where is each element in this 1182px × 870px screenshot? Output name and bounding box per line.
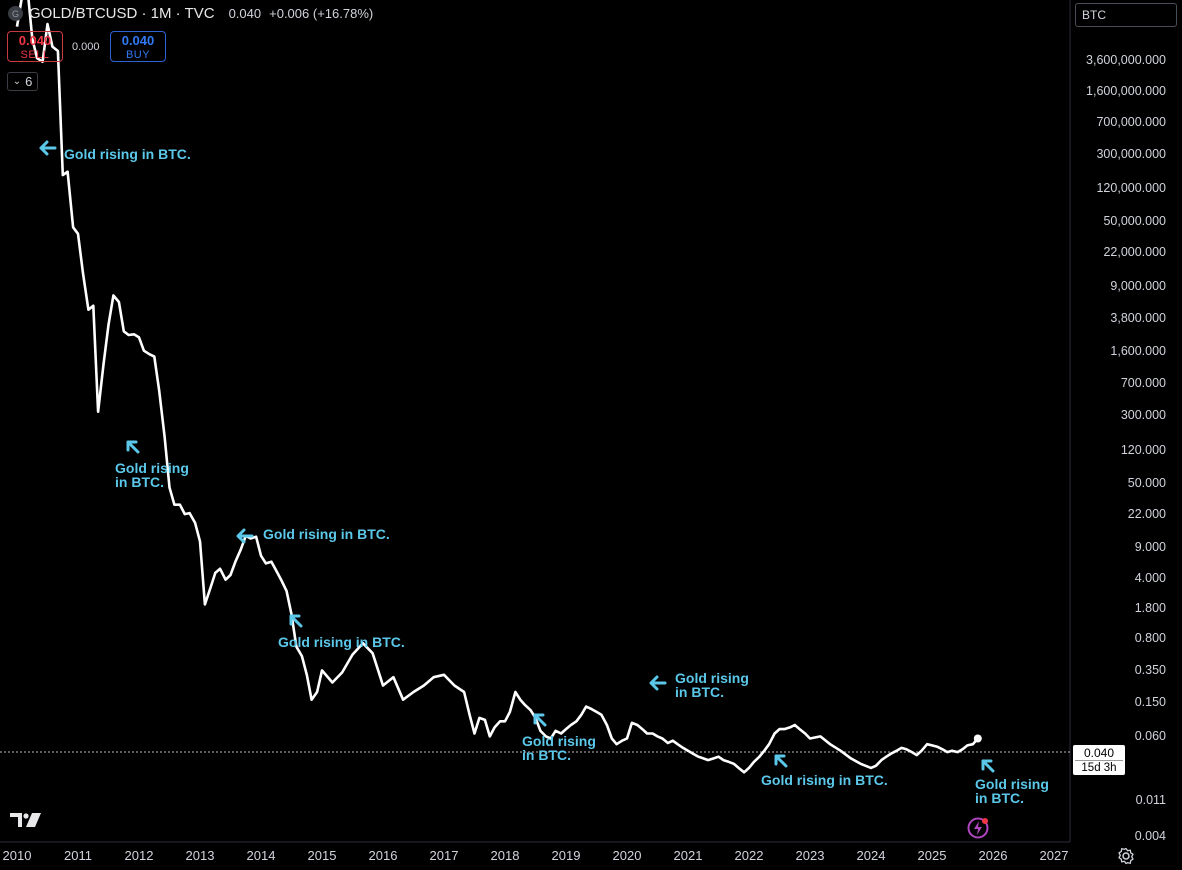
lightning-icon[interactable] — [966, 816, 990, 840]
annotation-line: in BTC. — [115, 474, 164, 490]
price-axis-label: 1,600,000.000 — [1086, 84, 1166, 98]
indicators-collapse-button[interactable]: ⌄ 6 — [7, 72, 38, 91]
time-axis-label: 2026 — [978, 848, 1008, 863]
price-change: +0.006 (+16.78%) — [269, 6, 374, 21]
buy-label: BUY — [125, 49, 151, 61]
annotation-line: Gold rising — [975, 776, 1049, 792]
last-value: 0.040 — [228, 6, 262, 21]
settings-gear-icon[interactable] — [1117, 847, 1135, 865]
last-price-value: 0.040 — [1083, 746, 1115, 760]
price-axis-label: 300,000.000 — [1096, 147, 1166, 161]
bar-countdown: 15d 3h — [1075, 760, 1123, 775]
symbol-title[interactable]: GOLD/BTCUSD · 1M · TVC — [29, 5, 215, 22]
indicator-count: 6 — [25, 74, 33, 89]
time-axis-label: 2014 — [246, 848, 276, 863]
time-axis-label: 2023 — [795, 848, 825, 863]
price-axis-label: 0.350 — [1134, 663, 1166, 677]
spread-value: 0.000 — [72, 41, 100, 53]
price-axis-label: 1.800 — [1134, 601, 1166, 615]
annotation-text: Gold rising in BTC. — [115, 461, 189, 489]
time-axis-label: 2022 — [734, 848, 764, 863]
time-axis-label: 2016 — [368, 848, 398, 863]
price-axis-label: 9,000.000 — [1110, 279, 1166, 293]
sell-button[interactable]: 0.040 SELL — [7, 31, 63, 62]
buy-button[interactable]: 0.040 BUY — [110, 31, 166, 62]
time-axis-label: 2027 — [1039, 848, 1069, 863]
annotation-arrow-icon — [39, 140, 57, 156]
price-axis-label: 0.004 — [1134, 829, 1166, 843]
time-axis-label: 2021 — [673, 848, 703, 863]
time-axis-label: 2018 — [490, 848, 520, 863]
annotation-text: Gold rising in BTC. — [675, 671, 749, 699]
price-axis-label: 700,000.000 — [1096, 115, 1166, 129]
buy-price: 0.040 — [121, 33, 155, 48]
symbol-logo-icon: G — [8, 6, 23, 21]
sell-label: SELL — [20, 49, 50, 61]
price-axis-label: 9.000 — [1134, 540, 1166, 554]
time-axis-label: 2020 — [612, 848, 642, 863]
time-axis-label: 2012 — [124, 848, 154, 863]
time-axis-label: 2010 — [2, 848, 32, 863]
price-axis-label: 0.060 — [1134, 729, 1166, 743]
price-axis-label: 120,000.000 — [1096, 181, 1166, 195]
price-axis-label: 1,600.000 — [1110, 344, 1166, 358]
price-axis-label: 22,000.000 — [1103, 245, 1166, 259]
last-point-marker — [973, 734, 982, 743]
chevron-down-icon: ⌄ — [12, 76, 22, 87]
price-axis-search-input[interactable] — [1075, 3, 1177, 27]
time-axis-label: 2013 — [185, 848, 215, 863]
annotation-arrow-icon — [533, 713, 547, 727]
annotation-text: Gold rising in BTC. — [761, 772, 888, 788]
annotation-line: in BTC. — [522, 747, 571, 763]
time-axis-label: 2024 — [856, 848, 886, 863]
price-axis-label: 0.011 — [1135, 793, 1166, 807]
annotation-arrow-icon — [649, 675, 667, 691]
price-axis-label: 50,000.000 — [1103, 214, 1166, 228]
price-axis-label: 300.000 — [1120, 408, 1166, 422]
price-axis-label: 50.000 — [1127, 476, 1166, 490]
time-axis-label: 2011 — [64, 848, 92, 863]
annotation-line: in BTC. — [675, 684, 724, 700]
annotation-arrow-icon — [289, 614, 303, 628]
price-axis-label: 700.000 — [1120, 376, 1166, 390]
price-axis-label: 0.800 — [1134, 631, 1166, 645]
annotation-line: in BTC. — [975, 790, 1024, 806]
price-series-line[interactable] — [15, 0, 979, 774]
price-axis-label: 3,800.000 — [1110, 311, 1166, 325]
last-price-tag: 0.040 15d 3h — [1073, 745, 1125, 775]
annotation-arrow-icon — [981, 759, 995, 773]
price-axis-label: 0.150 — [1134, 695, 1166, 709]
time-axis-label: 2025 — [917, 848, 947, 863]
annotation-arrow-icon — [774, 754, 788, 768]
time-axis-label: 2019 — [551, 848, 581, 863]
annotation-line: Gold rising — [675, 670, 749, 686]
annotation-arrow-icon — [126, 440, 140, 454]
price-axis-label: 3,600,000.000 — [1086, 53, 1166, 67]
price-axis-label: 120.000 — [1120, 443, 1166, 457]
price-axis-label: 4.000 — [1134, 571, 1166, 585]
price-axis-label: 22.000 — [1127, 507, 1166, 521]
annotation-text: Gold rising in BTC. — [263, 526, 390, 542]
annotation-line: Gold rising — [115, 460, 189, 476]
sell-price: 0.040 — [18, 33, 52, 48]
annotation-text: Gold rising in BTC. — [64, 146, 191, 162]
annotation-text: Gold rising in BTC. — [278, 634, 405, 650]
annotation-text: Gold rising in BTC. — [522, 734, 596, 762]
annotation-arrow-icon — [236, 528, 254, 544]
symbol-header: G GOLD/BTCUSD · 1M · TVC 0.040 +0.006 (+… — [8, 5, 373, 22]
annotation-text: Gold rising in BTC. — [975, 777, 1049, 805]
time-axis-label: 2015 — [307, 848, 337, 863]
tradingview-logo-icon[interactable] — [10, 812, 42, 828]
time-axis-label: 2017 — [429, 848, 459, 863]
annotation-line: Gold rising — [522, 733, 596, 749]
